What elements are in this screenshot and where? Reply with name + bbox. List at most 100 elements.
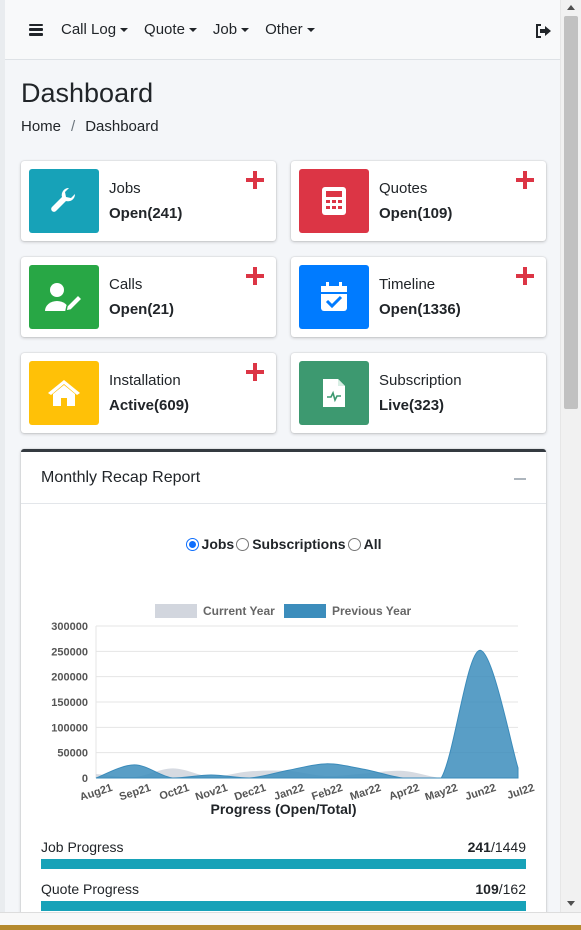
- x-tick-label: Jun22: [464, 782, 498, 800]
- monthly-recap-card: Monthly Recap Report Jobs Subscriptions …: [21, 449, 546, 912]
- x-tick-label: Jul22: [506, 782, 536, 800]
- legend-swatch: [284, 604, 326, 618]
- info-box-timeline[interactable]: Timeline Open(1336): [291, 257, 546, 337]
- nav-menu-label: Call Log: [61, 21, 117, 38]
- hamburger-icon[interactable]: [29, 23, 43, 36]
- info-box-value: Open(21): [109, 301, 175, 318]
- info-box-grid: Jobs Open(241) Quotes Open(109: [21, 161, 546, 433]
- add-quote-icon[interactable]: [516, 171, 534, 189]
- jobs-icon-tile: [29, 169, 99, 233]
- add-installation-icon[interactable]: [246, 363, 264, 381]
- breadcrumb: Home / Dashboard: [21, 118, 546, 135]
- info-box-value: Open(1336): [379, 301, 461, 318]
- progress-count: 241/1449: [468, 839, 526, 855]
- breadcrumb-separator: /: [71, 118, 76, 135]
- info-box-calls[interactable]: Calls Open(21): [21, 257, 276, 337]
- nav-menu-quote[interactable]: Quote: [144, 21, 197, 38]
- radio-all[interactable]: All: [347, 536, 382, 552]
- nav-menu-label: Quote: [144, 21, 185, 38]
- timeline-icon-tile: [299, 265, 369, 329]
- progress-open: 109: [475, 881, 499, 897]
- radio-checked-icon[interactable]: [185, 537, 199, 551]
- progress-row: Quote Progress 109/162: [21, 881, 546, 897]
- collapse-minus-icon[interactable]: [514, 478, 526, 480]
- breadcrumb-current: Dashboard: [85, 118, 159, 135]
- progress-row: Job Progress 241/1449: [21, 839, 546, 855]
- progress-open: 241: [467, 839, 491, 855]
- add-call-icon[interactable]: [246, 267, 264, 285]
- chart-filter-radios: Jobs Subscriptions All: [21, 536, 546, 552]
- add-job-icon[interactable]: [246, 171, 264, 189]
- breadcrumb-home-link[interactable]: Home: [21, 118, 62, 135]
- quotes-icon-tile: [299, 169, 369, 233]
- window-bottom-bar: [0, 912, 581, 930]
- x-tick-label: Apr22: [388, 782, 421, 800]
- progress-section-title: Progress (Open/Total): [210, 801, 357, 817]
- progress-label: Quote Progress: [41, 881, 140, 897]
- top-navbar: Call Log Quote Job Other: [5, 0, 560, 60]
- info-box-label: Calls: [109, 276, 143, 293]
- radio-jobs[interactable]: Jobs: [185, 536, 235, 552]
- calls-icon-tile: [29, 265, 99, 329]
- progress-label: Job Progress: [41, 839, 124, 855]
- x-tick-label: Feb22: [310, 782, 344, 800]
- radio-unchecked-icon[interactable]: [236, 537, 250, 551]
- subscription-icon-tile: [299, 361, 369, 425]
- legend-label: Previous Year: [332, 604, 411, 618]
- quote-progress: Quote Progress 109/162: [21, 881, 546, 911]
- x-tick-label: Mar22: [349, 782, 383, 800]
- caret-down-icon: [241, 27, 250, 32]
- y-tick-label: 50000: [57, 748, 88, 760]
- calculator-icon: [322, 187, 346, 215]
- nav-menu-call-log[interactable]: Call Log: [61, 21, 129, 38]
- card-header: Monthly Recap Report: [21, 452, 546, 504]
- info-box-label: Installation: [109, 372, 181, 389]
- scroll-down-arrow-icon[interactable]: [567, 901, 575, 906]
- bottom-accent-line: [0, 925, 581, 930]
- wrench-icon: [51, 187, 76, 212]
- page-title: Dashboard: [21, 78, 154, 108]
- sign-out-icon[interactable]: [536, 24, 552, 38]
- radio-label: Jobs: [201, 536, 235, 552]
- scroll-thumb[interactable]: [564, 16, 578, 409]
- job-progress-bar: [41, 859, 526, 869]
- x-tick-label: Nov21: [194, 782, 229, 800]
- info-box-value: Open(109): [379, 205, 453, 222]
- y-tick-label: 100000: [51, 722, 88, 734]
- y-tick-label: 150000: [51, 697, 88, 709]
- radio-subscriptions[interactable]: Subscriptions: [236, 536, 346, 552]
- radio-label: All: [363, 536, 382, 552]
- main-content: Dashboard Home / Dashboard Jobs Open(241…: [5, 78, 560, 912]
- x-tick-label: Jan22: [272, 782, 305, 800]
- info-box-value: Live(323): [379, 397, 445, 414]
- info-box-quotes[interactable]: Quotes Open(109): [291, 161, 546, 241]
- info-box-label: Subscription: [379, 372, 462, 389]
- caret-down-icon: [120, 27, 129, 32]
- add-timeline-icon[interactable]: [516, 267, 534, 285]
- y-tick-label: 250000: [51, 646, 88, 658]
- home-icon: [48, 380, 80, 406]
- y-tick-label: 0: [82, 773, 88, 785]
- info-box-installation[interactable]: Installation Active(609): [21, 353, 276, 433]
- scroll-up-arrow-icon[interactable]: [567, 5, 575, 10]
- progress-fill: [41, 901, 526, 911]
- vertical-scrollbar[interactable]: [560, 0, 581, 912]
- nav-menu-label: Job: [212, 21, 238, 38]
- legend-swatch: [155, 604, 197, 618]
- progress-fill: [41, 859, 526, 869]
- nav-menu-other[interactable]: Other: [265, 21, 315, 38]
- radio-unchecked-icon[interactable]: [347, 537, 361, 551]
- nav-menu-job[interactable]: Job: [212, 21, 250, 38]
- quote-progress-bar: [41, 901, 526, 911]
- page-viewport: Call Log Quote Job Other Dashboard Home …: [5, 0, 560, 912]
- info-box-label: Timeline: [379, 276, 436, 293]
- installation-icon-tile: [29, 361, 99, 425]
- window-edge: [0, 0, 5, 912]
- series-previous-year-area: [95, 649, 519, 779]
- info-box-jobs[interactable]: Jobs Open(241): [21, 161, 276, 241]
- y-tick-label: 200000: [51, 672, 88, 684]
- calendar-check-icon: [321, 282, 347, 311]
- progress-total: /1449: [490, 839, 526, 855]
- recap-chart: Current Year Previous Year 0 50000 100000 150…: [21, 560, 546, 804]
- info-box-subscription[interactable]: Subscription Live(323): [291, 353, 546, 433]
